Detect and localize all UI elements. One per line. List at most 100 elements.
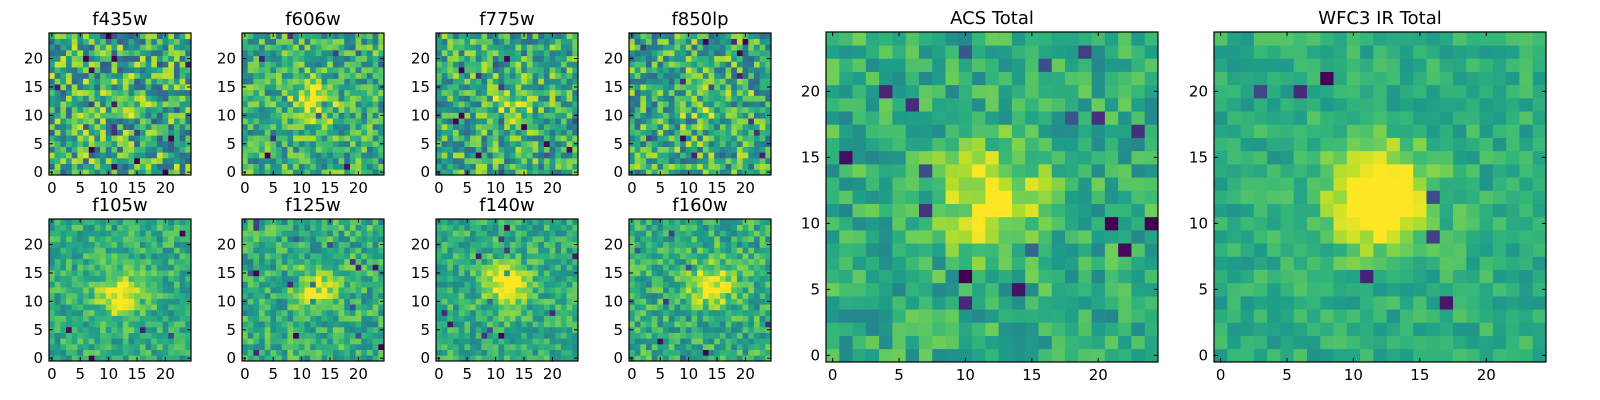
heatmap-cell: [156, 152, 163, 159]
heatmap-cell: [287, 50, 294, 57]
heatmap-cell: [253, 270, 260, 277]
heatmap-cell: [60, 38, 67, 45]
heatmap-cell: [481, 55, 488, 62]
heatmap-cell: [111, 89, 118, 96]
heatmap-cell: [555, 298, 562, 305]
heatmap-cell: [315, 264, 322, 271]
heatmap-cell: [378, 292, 385, 299]
heatmap-cell: [657, 152, 664, 159]
heatmap-cell: [532, 101, 539, 108]
heatmap-cell: [242, 157, 249, 164]
heatmap-cell: [515, 219, 522, 226]
heatmap-cell: [685, 304, 692, 311]
heatmap-cell: [270, 38, 277, 45]
heatmap-cell: [532, 44, 539, 51]
heatmap-cell: [498, 315, 505, 322]
heatmap-cell: [77, 321, 84, 328]
heatmap-cell: [270, 84, 277, 91]
heatmap-cell: [128, 135, 135, 142]
x-tick-label: 20: [156, 365, 175, 383]
heatmap-cell: [156, 72, 163, 79]
heatmap-cell: [680, 78, 687, 85]
heatmap-cell: [145, 253, 152, 260]
heatmap-cell: [276, 287, 283, 294]
heatmap-cell: [145, 89, 152, 96]
heatmap-cell: [702, 309, 709, 316]
heatmap-cell: [526, 129, 533, 136]
heatmap-cell: [566, 55, 573, 62]
heatmap-cell: [629, 292, 636, 299]
heatmap-cell: [366, 55, 373, 62]
heatmap-cell: [691, 61, 698, 68]
heatmap-cell: [731, 315, 738, 322]
heatmap-cell: [117, 146, 124, 153]
heatmap-cell: [361, 78, 368, 85]
heatmap-cell: [242, 95, 249, 102]
heatmap-cell: [304, 33, 311, 40]
heatmap-cell: [185, 309, 192, 316]
heatmap-cell: [276, 95, 283, 102]
heatmap-cell: [60, 287, 67, 294]
heatmap-cell: [464, 270, 471, 277]
heatmap-cell: [105, 118, 112, 125]
heatmap-cell: [481, 236, 488, 243]
heatmap-cell: [259, 67, 266, 74]
heatmap-cell: [179, 169, 186, 176]
heatmap-cell: [253, 241, 260, 248]
heatmap-cell: [54, 264, 61, 271]
heatmap-cell: [748, 343, 755, 350]
heatmap-cell: [646, 44, 653, 51]
heatmap-cell: [264, 61, 271, 68]
heatmap-cell: [566, 78, 573, 85]
heatmap-cell: [94, 349, 101, 356]
heatmap-cell: [298, 95, 305, 102]
heatmap-cell: [498, 338, 505, 345]
heatmap-cell: [748, 140, 755, 147]
heatmap-cell: [560, 140, 567, 147]
heatmap-cell: [60, 55, 67, 62]
heatmap-cell: [436, 61, 443, 68]
heatmap-cell: [66, 106, 73, 113]
heatmap-cell: [139, 44, 146, 51]
heatmap-cell: [685, 135, 692, 142]
heatmap-cell: [88, 219, 95, 226]
heatmap-cell: [54, 281, 61, 288]
heatmap-cell: [83, 106, 90, 113]
heatmap-cell: [372, 101, 379, 108]
heatmap-cell: [521, 129, 528, 136]
heatmap-cell: [731, 38, 738, 45]
heatmap-cell: [287, 326, 294, 333]
heatmap-cell: [481, 219, 488, 226]
heatmap-cell: [310, 309, 317, 316]
heatmap-cell: [742, 275, 749, 282]
heatmap-cell: [538, 236, 545, 243]
heatmap-cell: [685, 67, 692, 74]
heatmap-cell: [168, 129, 175, 136]
heatmap-cell: [470, 224, 477, 231]
heatmap-cell: [566, 275, 573, 282]
heatmap-cell: [60, 152, 67, 159]
heatmap-cell: [66, 112, 73, 119]
heatmap-cell: [560, 72, 567, 79]
heatmap-cell: [549, 292, 556, 299]
heatmap-cell: [179, 61, 186, 68]
heatmap-cell: [162, 38, 169, 45]
heatmap-cell: [719, 287, 726, 294]
heatmap-cell: [264, 55, 271, 62]
heatmap-cell: [366, 281, 373, 288]
heatmap-cell: [321, 118, 328, 125]
heatmap-cell: [66, 292, 73, 299]
heatmap-cell: [139, 304, 146, 311]
heatmap-cell: [515, 72, 522, 79]
heatmap-cell: [179, 84, 186, 91]
heatmap-cell: [54, 50, 61, 57]
heatmap-cell: [156, 309, 163, 316]
heatmap-cell: [145, 33, 152, 40]
heatmap-cell: [134, 315, 141, 322]
heatmap-cell: [60, 253, 67, 260]
heatmap-cell: [504, 152, 511, 159]
heatmap-cell: [453, 101, 460, 108]
heatmap-cell: [526, 44, 533, 51]
heatmap-cell: [572, 118, 579, 125]
heatmap-cell: [179, 338, 186, 345]
